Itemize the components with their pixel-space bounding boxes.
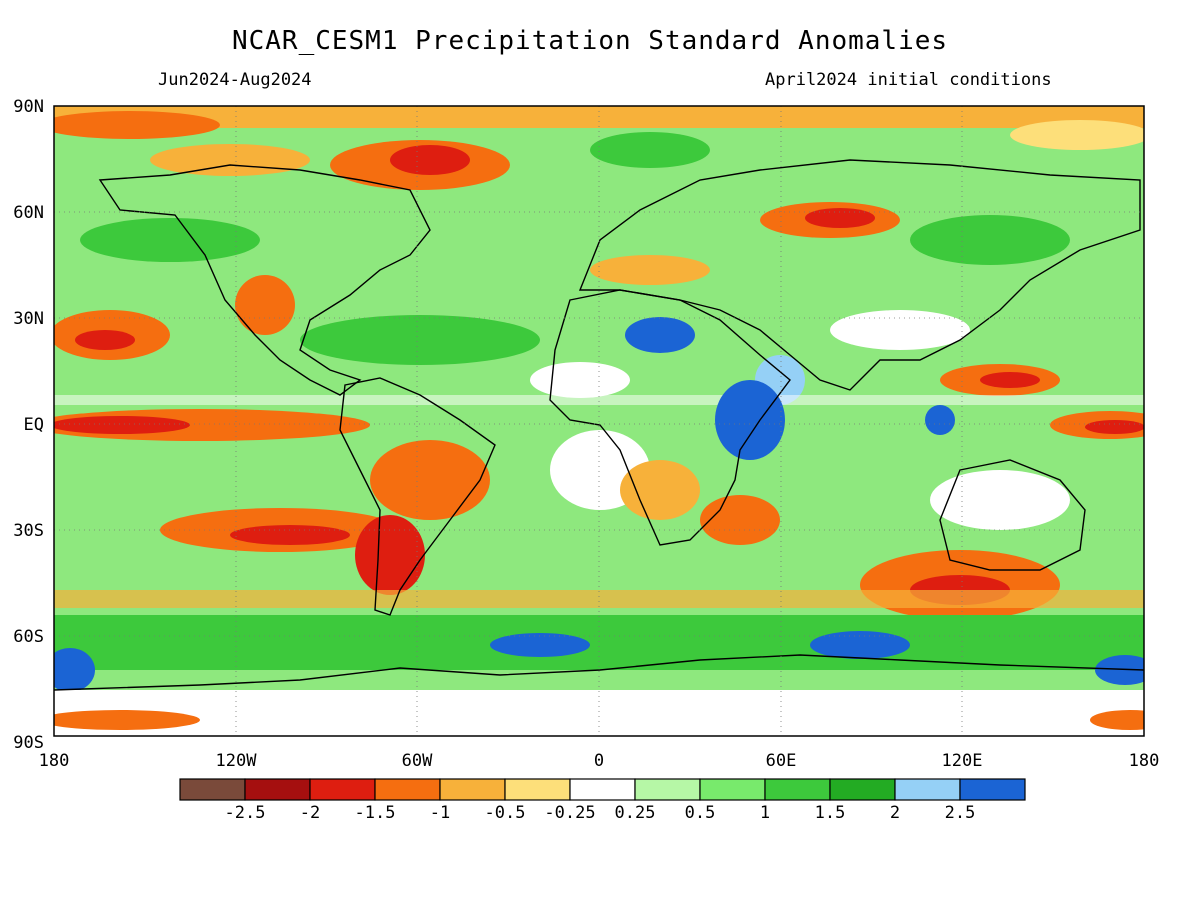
colorbar-swatch xyxy=(439,778,506,801)
anomaly-patch xyxy=(700,495,780,545)
latitude-label: 90N xyxy=(13,97,44,117)
longitude-label: 180 xyxy=(1129,751,1160,771)
anomaly-patch xyxy=(300,315,540,365)
gridlines xyxy=(54,106,1144,736)
colorbar-swatch xyxy=(179,778,246,801)
longitude-labels: 180 120W 60W 0 60E 120E 180 xyxy=(39,751,1160,771)
anomaly-patch xyxy=(980,372,1040,388)
colorbar-swatch xyxy=(569,778,636,801)
africa-coast xyxy=(549,289,791,546)
colorbar: -2.5 -2 -1.5 -1 -0.5 -0.25 0.25 0.5 1 1.5 2 2.5 xyxy=(179,778,1026,823)
colorbar-swatch xyxy=(244,778,311,801)
colorbar-label: 2.5 xyxy=(945,803,976,823)
longitude-label: 180 xyxy=(39,751,70,771)
colorbar-label: 1.5 xyxy=(815,803,846,823)
colorbar-label: -0.5 xyxy=(485,803,526,823)
init-label: April2024 initial conditions xyxy=(765,70,1052,90)
longitude-label: 120W xyxy=(216,751,258,771)
anomaly-patch xyxy=(925,405,955,435)
anomaly-patch xyxy=(54,416,190,434)
anomaly-patch xyxy=(54,590,1144,608)
australia-coast xyxy=(939,459,1086,571)
map-frame xyxy=(53,105,1145,737)
period-label: Jun2024-Aug2024 xyxy=(158,70,312,90)
anomaly-patch xyxy=(1010,120,1144,150)
colorbar-label: -1 xyxy=(430,803,450,823)
anomaly-patch xyxy=(75,330,135,350)
anomaly-patch xyxy=(150,144,310,176)
latitude-label: 60S xyxy=(13,627,44,647)
colorbar-swatch xyxy=(699,778,766,801)
colorbar-swatch xyxy=(309,778,376,801)
anomaly-patch xyxy=(1090,710,1144,730)
antarctic-band xyxy=(54,690,1144,736)
north-america-coast xyxy=(98,164,431,396)
colorbar-label: -0.25 xyxy=(544,803,595,823)
latitude-label: 30N xyxy=(13,309,44,329)
anomaly-patch xyxy=(805,208,875,228)
anomaly-patch xyxy=(54,648,95,692)
antarctica-coast xyxy=(54,654,1144,691)
anomaly-patch xyxy=(830,310,970,350)
anomaly-patch xyxy=(620,460,700,520)
anomaly-patch xyxy=(54,395,1144,405)
latitude-label: 60N xyxy=(13,203,44,223)
colorbar-swatch xyxy=(959,778,1026,801)
colorbar-label: -2 xyxy=(300,803,320,823)
anomaly-patch xyxy=(625,317,695,353)
colorbar-label: -1.5 xyxy=(355,803,396,823)
anomaly-patch xyxy=(235,275,295,335)
colorbar-swatch xyxy=(504,778,571,801)
anomaly-patch xyxy=(1095,655,1144,685)
latitude-labels: 90N 60N 30N EQ 30S 60S 90S xyxy=(13,97,44,753)
latitude-label: 90S xyxy=(13,733,44,753)
longitude-label: 60W xyxy=(402,751,433,771)
colorbar-swatch xyxy=(894,778,961,801)
southern-ocean-wet-belt xyxy=(54,615,1144,670)
longitude-label: 60E xyxy=(766,751,797,771)
longitude-label: 120E xyxy=(942,751,983,771)
anomaly-patch xyxy=(230,525,350,545)
eurasia-coast xyxy=(578,159,1141,391)
coastlines xyxy=(54,159,1144,691)
anomaly-patch xyxy=(54,710,200,730)
anomaly-patch xyxy=(530,362,630,398)
south-america-coast xyxy=(339,377,496,616)
anomaly-field xyxy=(54,106,1144,736)
anomaly-patch xyxy=(390,145,470,175)
latitude-label: 30S xyxy=(13,521,44,541)
colorbar-label: -2.5 xyxy=(225,803,266,823)
colorbar-label: 1 xyxy=(760,803,770,823)
colorbar-swatch xyxy=(764,778,831,801)
anomaly-patch xyxy=(54,111,220,139)
anomaly-patch xyxy=(590,255,710,285)
colorbar-swatch xyxy=(374,778,441,801)
anomaly-patch xyxy=(715,380,785,460)
anomaly-patch xyxy=(590,132,710,168)
anomaly-patch xyxy=(930,470,1070,530)
anomaly-patch xyxy=(810,631,910,659)
anomaly-patch xyxy=(490,633,590,657)
colorbar-label: 0.25 xyxy=(615,803,656,823)
anomaly-patch xyxy=(1085,420,1144,434)
colorbar-swatch xyxy=(634,778,701,801)
map-title: NCAR_CESM1 Precipitation Standard Anomal… xyxy=(231,26,949,56)
longitude-label: 0 xyxy=(594,751,604,771)
colorbar-swatch xyxy=(829,778,896,801)
colorbar-label: 2 xyxy=(890,803,900,823)
anomaly-patch xyxy=(370,440,490,520)
colorbar-label: 0.5 xyxy=(685,803,716,823)
anomaly-patch xyxy=(910,215,1070,265)
anomaly-patch xyxy=(355,515,425,595)
anomaly-patch xyxy=(80,218,260,262)
latitude-label: EQ xyxy=(24,415,44,435)
